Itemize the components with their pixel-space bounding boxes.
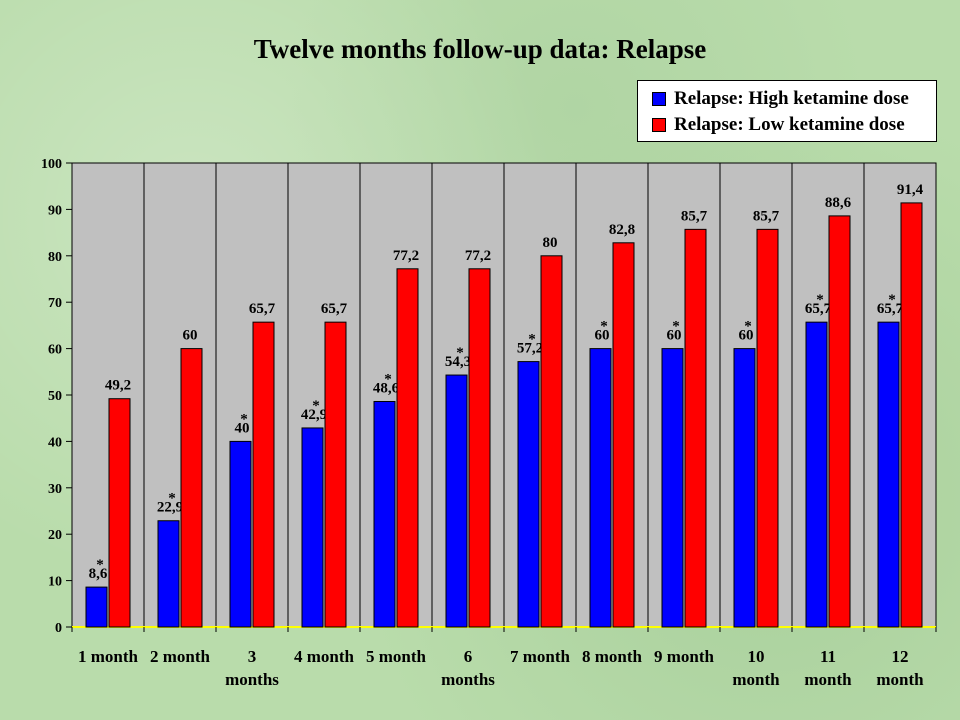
significance-mark: * [600,319,608,335]
bar-high-dose [157,520,180,628]
significance-mark: * [96,557,104,573]
y-tick-label: 70 [48,296,62,311]
x-category-label: month [876,670,924,689]
x-category-label: 9 month [654,647,715,666]
x-category-label: 8 month [582,647,643,666]
data-label-low-dose: 77,2 [393,248,419,264]
significance-mark: * [672,319,680,335]
data-label-high-dose: 54,3 [445,354,471,370]
bar-high-dose [445,374,468,628]
bar-low-dose [468,268,491,628]
significance-mark: * [816,292,824,308]
data-label-low-dose: 60 [183,328,198,344]
bar-low-dose [540,255,563,628]
chart-title: Twelve months follow-up data: Relapse [253,34,707,64]
bar-low-dose [756,228,779,628]
significance-mark: * [384,371,392,387]
data-label-low-dose: 77,2 [465,248,491,264]
bar-low-dose [396,268,419,628]
y-tick-label: 50 [48,389,62,404]
data-label-low-dose: 49,2 [105,378,131,394]
bar-low-dose [828,215,851,628]
data-label-low-dose: 85,7 [681,208,708,224]
legend-item-low-dose: Relapse: Low ketamine dose [652,112,936,138]
x-category-label: 3 [248,647,257,666]
bar-high-dose [589,348,612,628]
x-category-label: 7 month [510,647,571,666]
x-category-label: 6 [464,647,473,666]
data-label-low-dose: 65,7 [249,301,276,317]
data-label-high-dose: 8,6 [89,566,108,582]
y-tick-label: 60 [48,343,62,358]
x-category-label: 1 month [78,647,139,666]
bar-high-dose [229,440,252,628]
y-tick-label: 90 [48,203,62,218]
significance-mark: * [168,491,176,507]
y-tick-label: 40 [48,435,62,450]
x-category-label: month [804,670,852,689]
data-label-high-dose: 65,7 [877,301,904,317]
x-category-label: 2 month [150,647,211,666]
legend-swatch-high-dose [652,92,666,106]
x-category-label: 12 [892,647,909,666]
x-category-label: 10 [748,647,765,666]
significance-mark: * [456,345,464,361]
legend-swatch-low-dose [652,118,666,132]
x-category-label: months [441,670,495,689]
data-label-low-dose: 65,7 [321,301,348,317]
x-category-label: months [225,670,279,689]
legend-item-high-dose: Relapse: High ketamine dose [652,86,936,112]
bar-low-dose [180,348,203,628]
data-label-high-dose: 60 [739,328,754,344]
bar-high-dose [877,321,900,628]
data-label-low-dose: 88,6 [825,195,852,211]
legend: Relapse: High ketamine dose Relapse: Low… [637,80,937,142]
legend-label-low-dose: Relapse: Low ketamine dose [674,114,905,135]
bar-low-dose [900,202,923,628]
bar-high-dose [373,400,396,628]
y-tick-label: 10 [48,575,62,590]
bar-high-dose [733,348,756,628]
legend-label-high-dose: Relapse: High ketamine dose [674,88,909,109]
data-label-low-dose: 80 [543,235,558,251]
y-tick-label: 100 [41,157,62,172]
bar-low-dose [684,228,707,628]
data-label-high-dose: 22,9 [157,500,183,516]
data-label-low-dose: 85,7 [753,208,780,224]
y-tick-label: 80 [48,250,62,265]
data-label-high-dose: 60 [667,328,682,344]
bar-low-dose [252,321,275,628]
y-tick-label: 0 [55,621,62,636]
x-category-label: month [732,670,780,689]
bar-low-dose [612,242,635,628]
significance-mark: * [528,332,536,348]
data-label-high-dose: 42,9 [301,407,327,423]
data-label-high-dose: 57,2 [517,341,543,357]
significance-mark: * [888,292,896,308]
bar-low-dose [108,398,131,628]
data-label-high-dose: 60 [595,328,610,344]
y-tick-label: 30 [48,482,62,497]
bar-high-dose [517,361,540,628]
bar-high-dose [661,348,684,628]
bar-low-dose [324,321,347,628]
x-category-label: 11 [820,647,836,666]
bar-high-dose [85,586,108,628]
x-category-label: 5 month [366,647,427,666]
significance-mark: * [240,411,248,427]
bar-high-dose [301,427,324,628]
significance-mark: * [312,398,320,414]
data-label-high-dose: 40 [235,420,250,436]
data-label-high-dose: 48,6 [373,380,400,396]
data-label-low-dose: 82,8 [609,222,635,238]
x-category-label: 4 month [294,647,355,666]
significance-mark: * [744,319,752,335]
bar-high-dose [805,321,828,628]
data-label-low-dose: 91,4 [897,182,924,198]
y-tick-label: 20 [48,528,62,543]
data-label-high-dose: 65,7 [805,301,832,317]
